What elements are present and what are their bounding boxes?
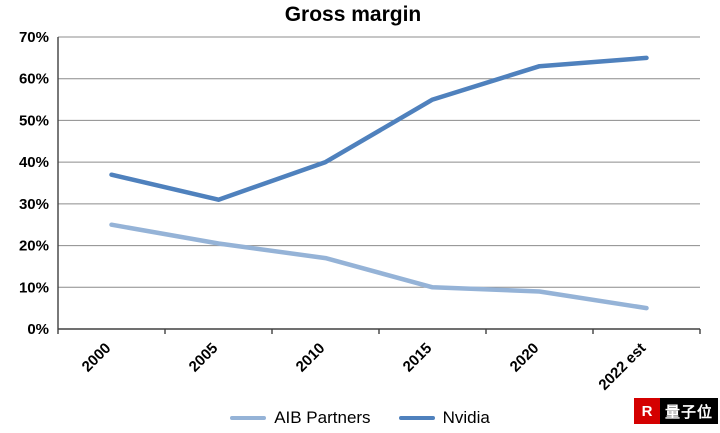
y-tick-label: 30% bbox=[19, 196, 49, 213]
legend-label-aib-partners: AIB Partners bbox=[274, 408, 371, 427]
x-tick-label: 2005 bbox=[186, 340, 222, 376]
legend-label-nvidia: Nvidia bbox=[442, 408, 490, 427]
x-tick-label: 2010 bbox=[293, 340, 329, 376]
y-tick-label: 50% bbox=[19, 112, 49, 129]
legend-item-aib-partners: AIB Partners bbox=[230, 408, 371, 428]
series-line-nvidia bbox=[109, 55, 649, 202]
y-tick-label: 60% bbox=[19, 71, 49, 88]
x-tick-label: 2015 bbox=[400, 340, 436, 376]
y-tick-label: 20% bbox=[19, 238, 49, 255]
y-tick-label: 70% bbox=[19, 29, 49, 46]
series-line-aib-partners bbox=[109, 222, 649, 311]
x-tick-label: 2022 est bbox=[595, 340, 649, 394]
y-tick-label: 40% bbox=[19, 154, 49, 171]
legend-item-nvidia: Nvidia bbox=[398, 408, 490, 428]
chart-legend: AIB Partners Nvidia bbox=[0, 408, 720, 428]
legend-line-swatch-nvidia bbox=[398, 415, 435, 421]
y-tick-label: 10% bbox=[19, 279, 49, 296]
line-chart: 0% 10% 20% 30% 40% 50% 60% 70% 2000 2005 2010 2015 2… bbox=[19, 29, 701, 394]
y-tick-label: 0% bbox=[27, 321, 49, 338]
qbitai-logo-text: 量子位 bbox=[659, 398, 718, 424]
legend-line-swatch-aib bbox=[230, 415, 267, 421]
chart-title: Gross margin bbox=[284, 3, 422, 26]
qbitai-watermark: R 量子位 bbox=[633, 398, 718, 424]
qbitai-logo-icon: R bbox=[633, 398, 660, 424]
x-tick-label: 2020 bbox=[507, 340, 543, 376]
x-tick-label: 2000 bbox=[79, 340, 115, 376]
